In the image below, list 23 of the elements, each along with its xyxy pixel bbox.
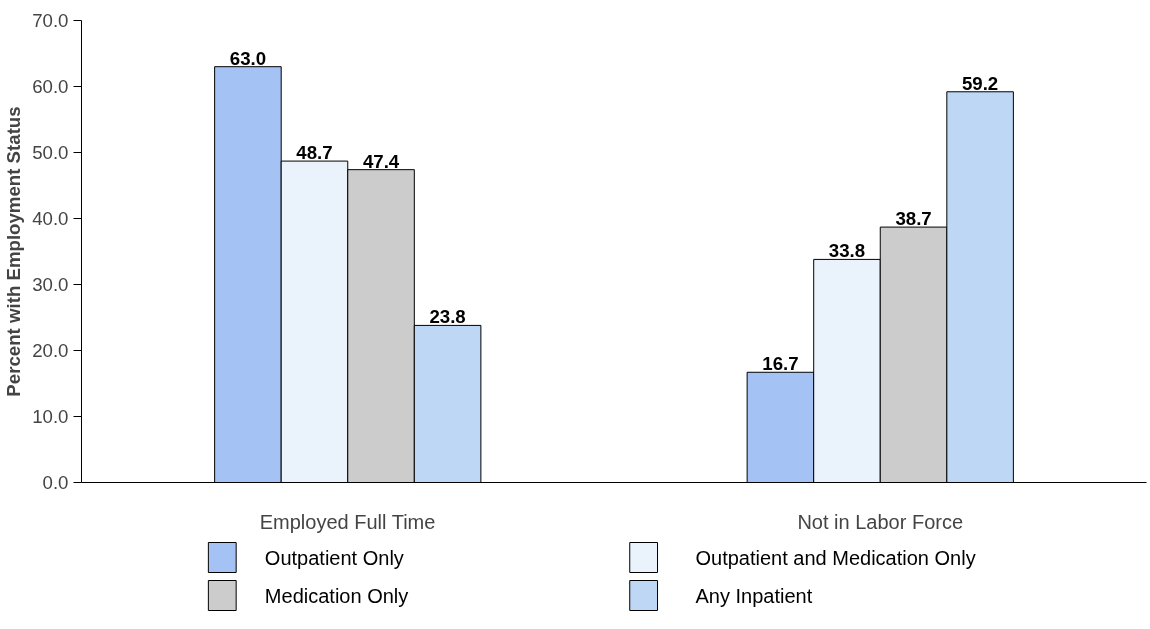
data-label: 59.2 <box>961 72 999 94</box>
data-label: 38.7 <box>895 208 932 230</box>
y-axis-title: Percent with Employment Status <box>3 106 25 397</box>
data-label: 47.4 <box>362 150 400 172</box>
legend-label: Outpatient and Medication Only <box>695 546 976 569</box>
legend-label: Outpatient Only <box>264 546 404 569</box>
y-tick-label: 0.0 <box>42 472 69 493</box>
y-tick-label: 20.0 <box>32 340 69 361</box>
y-tick-label: 40.0 <box>32 208 69 229</box>
data-label: 33.8 <box>828 240 866 262</box>
y-tick-label: 30.0 <box>32 274 69 295</box>
x-tick-label: Employed Full Time <box>259 510 436 533</box>
legend-label: Any Inpatient <box>695 584 813 607</box>
data-label: 23.8 <box>429 306 466 328</box>
data-label: 63.0 <box>229 47 267 69</box>
data-label: 16.7 <box>762 353 799 375</box>
x-tick-label: Not in Labor Force <box>797 510 964 533</box>
y-tick-label: 10.0 <box>32 406 69 427</box>
legend-label: Medication Only <box>264 584 409 607</box>
y-tick-label: 60.0 <box>32 76 69 97</box>
y-tick-label: 70.0 <box>32 10 69 31</box>
data-label: 48.7 <box>296 142 333 164</box>
y-tick-label: 50.0 <box>32 142 69 163</box>
